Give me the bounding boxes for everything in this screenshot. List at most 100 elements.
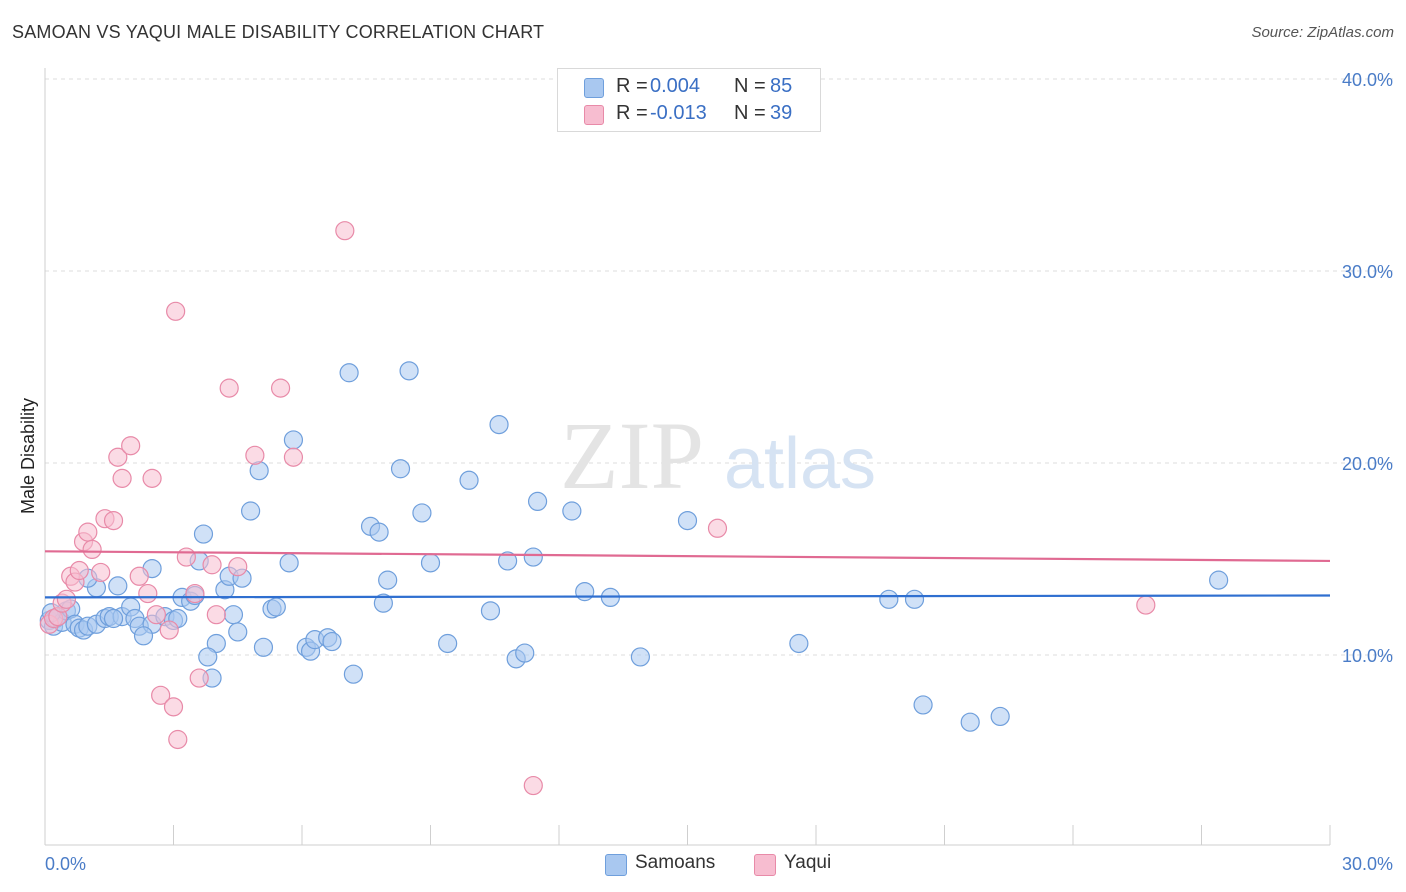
samoans-point: [480, 601, 501, 621]
legend-r-value: -0.013: [650, 102, 707, 124]
legend-n-value: 39: [770, 102, 793, 124]
legend-n-value: 85: [770, 75, 793, 97]
yaqui-point: [270, 378, 291, 398]
y-axis-label: Male Disability: [18, 398, 38, 514]
yaqui-point: [283, 447, 304, 467]
yaqui-point: [129, 566, 149, 586]
samoans-point: [527, 491, 548, 511]
samoans-point: [630, 647, 650, 667]
samoans-point: [373, 593, 393, 613]
yaqui-point: [176, 547, 196, 567]
axes: [44, 68, 1331, 846]
yaqui-point: [112, 468, 132, 488]
legend-swatch-yaqui: [584, 105, 604, 125]
samoans-point: [378, 570, 398, 590]
yaqui-point: [1136, 595, 1156, 615]
samoans-point: [283, 430, 304, 450]
bottom-legend-swatch-samoans: [605, 854, 627, 876]
samoans-point: [515, 643, 535, 663]
samoans-point: [339, 363, 359, 383]
samoans-trend-line: [44, 594, 1331, 599]
samoans-point: [266, 597, 286, 617]
yaqui-point: [189, 668, 209, 688]
legend-r-label: R =: [616, 102, 648, 124]
samoans-point: [498, 551, 518, 571]
yaqui-point: [335, 221, 355, 241]
yaqui-point: [146, 605, 166, 625]
yaqui-point: [108, 447, 128, 467]
trend-lines: [44, 550, 1331, 599]
samoans-point: [193, 524, 214, 544]
yaqui-point: [91, 562, 111, 583]
samoans-point: [489, 415, 509, 435]
yaqui-point: [56, 589, 77, 609]
source-label: Source: ZipAtlas.com: [1251, 24, 1394, 41]
yaqui-point: [228, 557, 248, 577]
yaqui-point: [103, 510, 124, 531]
samoans-point: [1209, 570, 1229, 590]
samoans-point: [103, 608, 124, 629]
yaqui-point: [245, 445, 265, 465]
y-tick-label: 10.0%: [1342, 646, 1393, 666]
samoans-point: [322, 631, 342, 652]
samoans-point: [198, 647, 218, 667]
yaqui-point: [202, 555, 222, 575]
watermark-atlas: atlas: [724, 424, 876, 504]
grid-lines: [45, 78, 1395, 656]
yaqui-point: [185, 583, 205, 604]
legend-n-label: N =: [734, 75, 766, 97]
yaqui-point: [151, 685, 171, 705]
yaqui-point: [219, 378, 239, 398]
samoans-point: [108, 576, 128, 596]
yaqui-point: [121, 436, 141, 456]
samoans-point: [913, 695, 933, 715]
bottom-legend-swatch-yaqui: [754, 854, 776, 876]
yaqui-point: [69, 560, 89, 581]
legend-r-value: 0.004: [650, 75, 701, 97]
samoans-point: [879, 589, 899, 609]
samoans-point: [399, 361, 419, 381]
samoans-point: [369, 522, 389, 542]
bottom-legend: Samoans Yaqui: [0, 852, 1406, 878]
samoans-point: [420, 553, 441, 573]
samoans-point: [789, 633, 809, 654]
samoans-point: [904, 589, 925, 609]
watermark: ZIP atlas: [560, 402, 876, 509]
legend-r-label: R =: [616, 75, 648, 97]
samoans-point: [228, 622, 248, 642]
chart-title: SAMOAN VS YAQUI MALE DISABILITY CORRELAT…: [12, 22, 545, 42]
yaqui-point: [206, 605, 226, 625]
yaqui-point: [168, 729, 188, 750]
samoans-point: [223, 605, 244, 625]
samoans-point: [241, 501, 261, 521]
tick-labels: 10.0% 20.0% 30.0% 40.0% 0.0% 30.0%: [45, 70, 1393, 874]
yaqui-point: [523, 775, 543, 796]
yaqui-point: [142, 468, 162, 488]
y-tick-label: 40.0%: [1342, 70, 1393, 90]
x-tick-label: 0.0%: [45, 854, 86, 874]
samoans-point: [677, 510, 698, 531]
yaqui-point: [163, 697, 184, 717]
yaqui-point: [78, 522, 98, 542]
samoans-point: [253, 637, 274, 657]
watermark-zip: ZIP: [560, 402, 704, 509]
samoans-point: [279, 553, 299, 573]
samoans-point: [133, 626, 154, 646]
samoans-point: [206, 633, 226, 654]
samoans-point: [575, 582, 595, 602]
samoans-point: [523, 547, 543, 567]
y-tick-label: 20.0%: [1342, 454, 1393, 474]
x-tick-label: 30.0%: [1342, 854, 1393, 874]
samoans-point: [438, 633, 458, 654]
y-tick-label: 30.0%: [1342, 262, 1393, 282]
bottom-legend-label: Samoans: [635, 852, 716, 873]
legend-swatch-samoans: [584, 78, 604, 98]
legend-n-label: N =: [734, 102, 766, 124]
data-points: [39, 221, 1229, 796]
yaqui-point: [707, 518, 728, 538]
legend: R = 0.004 N = 85 R = -0.013 N = 39: [557, 68, 821, 132]
yaqui-point: [138, 583, 158, 604]
bottom-legend-label: Yaqui: [784, 852, 832, 873]
yaqui-point: [159, 620, 179, 640]
